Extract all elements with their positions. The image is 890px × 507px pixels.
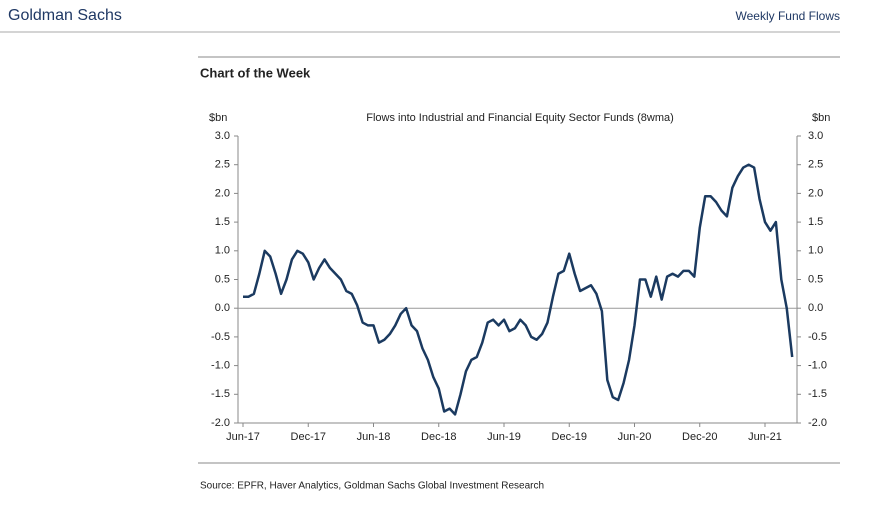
y2-tick-label: 1.0: [808, 245, 823, 257]
y-tick-label: 2.0: [215, 187, 230, 199]
y2-tick-label: -0.5: [808, 331, 827, 343]
y-tick-label: 0.5: [215, 273, 230, 285]
x-tick-label: Dec-20: [682, 431, 717, 443]
y2-tick-label: 0.0: [808, 302, 823, 314]
y2-tick-label: -1.5: [808, 388, 827, 400]
y2-axis-label: $bn: [812, 112, 830, 124]
section-title: Chart of the Week: [200, 65, 311, 80]
y2-tick-label: 0.5: [808, 273, 823, 285]
y2-tick-label: 3.0: [808, 130, 823, 142]
y-tick-label: -1.0: [211, 360, 230, 372]
y-tick-label: -0.5: [211, 331, 230, 343]
x-tick-label: Dec-18: [421, 431, 456, 443]
y2-tick-label: 1.5: [808, 216, 823, 228]
y-tick-label: -2.0: [211, 417, 230, 429]
data-line: [243, 163, 794, 416]
x-tick-label: Jun-19: [487, 431, 521, 443]
x-tick-label: Jun-20: [618, 431, 652, 443]
y2-tick-label: 2.5: [808, 159, 823, 171]
report-title: Weekly Fund Flows: [736, 9, 840, 23]
y2-tick-label: -1.0: [808, 360, 827, 372]
x-tick-label: Dec-19: [552, 431, 587, 443]
x-tick-label: Jun-21: [748, 431, 782, 443]
x-tick-label: Jun-17: [226, 431, 260, 443]
chart-title: Flows into Industrial and Financial Equi…: [366, 112, 674, 124]
y2-tick-label: 2.0: [808, 187, 823, 199]
y-tick-label: 2.5: [215, 159, 230, 171]
source: Source: EPFR, Haver Analytics, Goldman S…: [200, 481, 544, 492]
y-tick-label: 1.5: [215, 216, 230, 228]
y2-tick-label: -2.0: [808, 417, 827, 429]
x-tick-label: Dec-17: [291, 431, 326, 443]
y-axis-label: $bn: [209, 112, 227, 124]
y-tick-label: 1.0: [215, 245, 230, 257]
y-tick-label: 0.0: [215, 302, 230, 314]
brand: Goldman Sachs: [8, 7, 122, 24]
y-tick-label: 3.0: [215, 130, 230, 142]
y-tick-label: -1.5: [211, 388, 230, 400]
x-tick-label: Jun-18: [357, 431, 391, 443]
